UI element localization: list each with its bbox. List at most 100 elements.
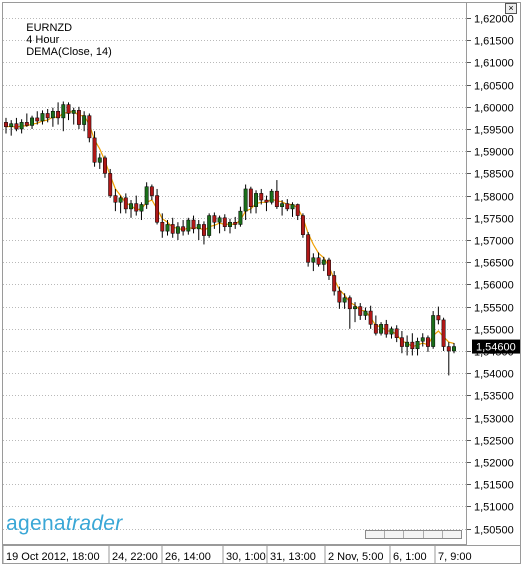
candle-up — [280, 203, 285, 207]
price-tick-label: 1,57500 — [474, 214, 514, 226]
candle-up — [144, 186, 149, 205]
price-tick-label: 1,61500 — [474, 36, 514, 48]
price-tick-label: 1,56500 — [474, 258, 514, 270]
candle-down — [337, 290, 342, 303]
scroll-segment[interactable] — [385, 531, 405, 538]
candle-up — [30, 117, 34, 126]
price-tick-label: 1,53000 — [474, 414, 514, 426]
price-axis[interactable] — [467, 2, 521, 545]
candle-down — [394, 328, 399, 338]
candle-down — [191, 219, 196, 230]
candle-up — [9, 123, 14, 128]
candle-down — [384, 324, 389, 335]
scroll-segment[interactable] — [404, 531, 424, 538]
candle-up — [405, 341, 410, 347]
price-tick-label: 1,59500 — [474, 125, 514, 137]
scroll-segment[interactable] — [443, 531, 461, 538]
candle-down — [149, 186, 154, 196]
price-tick-label: 1,62000 — [474, 14, 514, 26]
candle-down — [103, 157, 107, 174]
candle-down — [76, 110, 81, 125]
candle-down — [436, 315, 441, 321]
candle-up — [71, 110, 76, 114]
time-tick-label: 7, 9:00 — [438, 551, 472, 563]
candle-down — [306, 234, 311, 263]
timeframe-label: 4 Hour — [26, 34, 60, 46]
candle-down — [202, 224, 206, 236]
candle-down — [212, 215, 217, 223]
candle-down — [4, 122, 8, 128]
candle-up — [19, 122, 24, 130]
candle-down — [56, 110, 61, 119]
logo-part-agena: agena — [6, 512, 66, 535]
candle-down — [14, 123, 19, 130]
candle-up — [431, 315, 436, 347]
candle-down — [92, 137, 97, 163]
candle-down — [87, 115, 92, 139]
candle-down — [274, 190, 279, 207]
plot-area[interactable] — [2, 2, 467, 545]
candle-down — [332, 275, 337, 292]
chart-scroll-strip[interactable] — [365, 530, 462, 539]
candle-up — [420, 337, 425, 342]
price-tick-label: 1,52000 — [474, 458, 514, 470]
time-tick-label: 6, 1:00 — [393, 551, 427, 563]
candle-down — [113, 195, 118, 203]
candle-up — [196, 224, 201, 230]
candle-up — [254, 193, 258, 207]
candle-down — [222, 217, 227, 227]
time-tick-label: 24, 22:00 — [112, 551, 158, 563]
candle-up — [207, 215, 212, 236]
price-tick-label: 1,61000 — [474, 58, 514, 70]
candle-down — [446, 346, 451, 352]
candle-down — [410, 341, 415, 350]
scroll-segment[interactable] — [366, 531, 386, 538]
candle-down — [24, 122, 29, 126]
price-tick-label: 1,59000 — [474, 147, 514, 159]
close-icon[interactable]: × — [505, 3, 517, 14]
candle-up — [311, 257, 316, 263]
symbol-label: EURNZD — [26, 22, 73, 34]
candle-up — [118, 197, 123, 203]
price-tick-label: 1,58500 — [474, 169, 514, 181]
candle-up — [186, 219, 191, 232]
candle-up — [389, 328, 394, 335]
candle-down — [426, 337, 430, 347]
scroll-segment[interactable] — [424, 531, 443, 538]
candle-down — [155, 195, 160, 223]
indicator-label: DEMA(Close, 14) — [26, 46, 112, 58]
candle-up — [238, 210, 243, 225]
price-tick-label: 1,51500 — [474, 480, 514, 492]
candle-down — [327, 259, 331, 276]
candle-down — [45, 113, 50, 119]
candle-down — [316, 257, 321, 265]
price-tick-label: 1,51000 — [474, 502, 514, 514]
candle-down — [399, 337, 404, 347]
candle-up — [452, 346, 456, 352]
candle-down — [134, 203, 139, 212]
candle-down — [285, 203, 290, 210]
agena-trader-logo: agenatrader — [6, 512, 123, 536]
candle-down — [160, 221, 165, 232]
candle-down — [358, 306, 363, 316]
candle-down — [264, 199, 269, 203]
candle-up — [165, 224, 170, 232]
candle-up — [61, 104, 66, 119]
candle-up — [175, 226, 180, 234]
price-tick-label: 1,60500 — [474, 81, 514, 93]
candle-down — [295, 204, 300, 216]
candle-up — [217, 217, 222, 223]
price-tick-label: 1,56000 — [474, 280, 514, 292]
candle-up — [50, 110, 55, 119]
candle-down — [368, 310, 373, 325]
candle-up — [228, 221, 232, 227]
time-tick-label: 31, 13:00 — [270, 551, 316, 563]
candle-up — [269, 190, 274, 203]
candle-up — [415, 340, 420, 350]
price-tick-label: 1,53500 — [474, 391, 514, 403]
candle-down — [373, 324, 378, 334]
time-tick-label: 30, 1:00 — [226, 551, 266, 563]
current-price-box — [472, 339, 520, 354]
